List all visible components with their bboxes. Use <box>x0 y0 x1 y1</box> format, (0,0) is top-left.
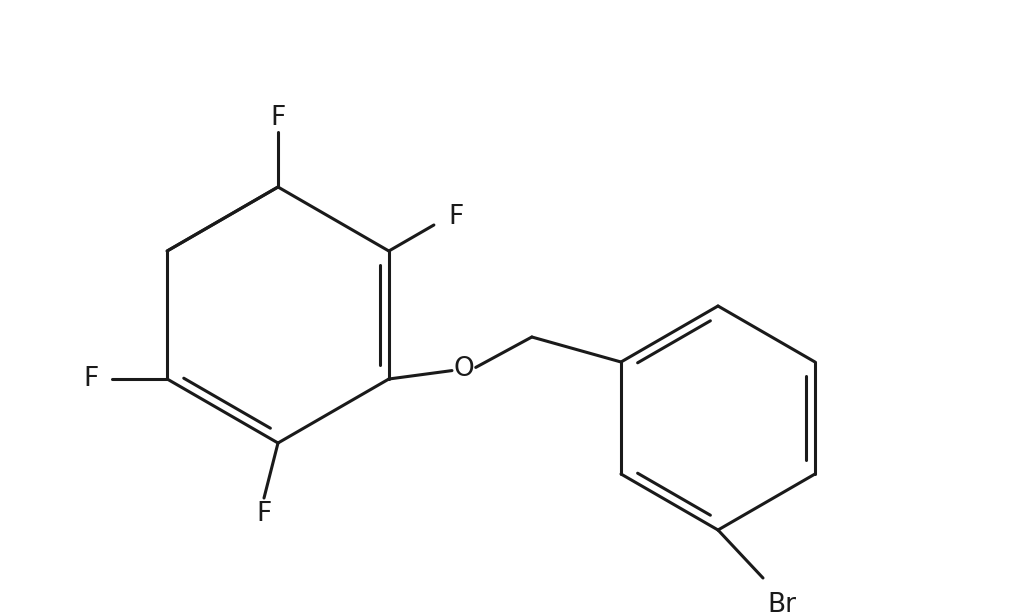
Text: O: O <box>453 356 475 382</box>
Text: F: F <box>270 105 286 131</box>
Text: Br: Br <box>767 592 796 614</box>
Text: F: F <box>83 366 98 392</box>
Text: F: F <box>256 501 271 527</box>
Text: F: F <box>448 204 463 230</box>
